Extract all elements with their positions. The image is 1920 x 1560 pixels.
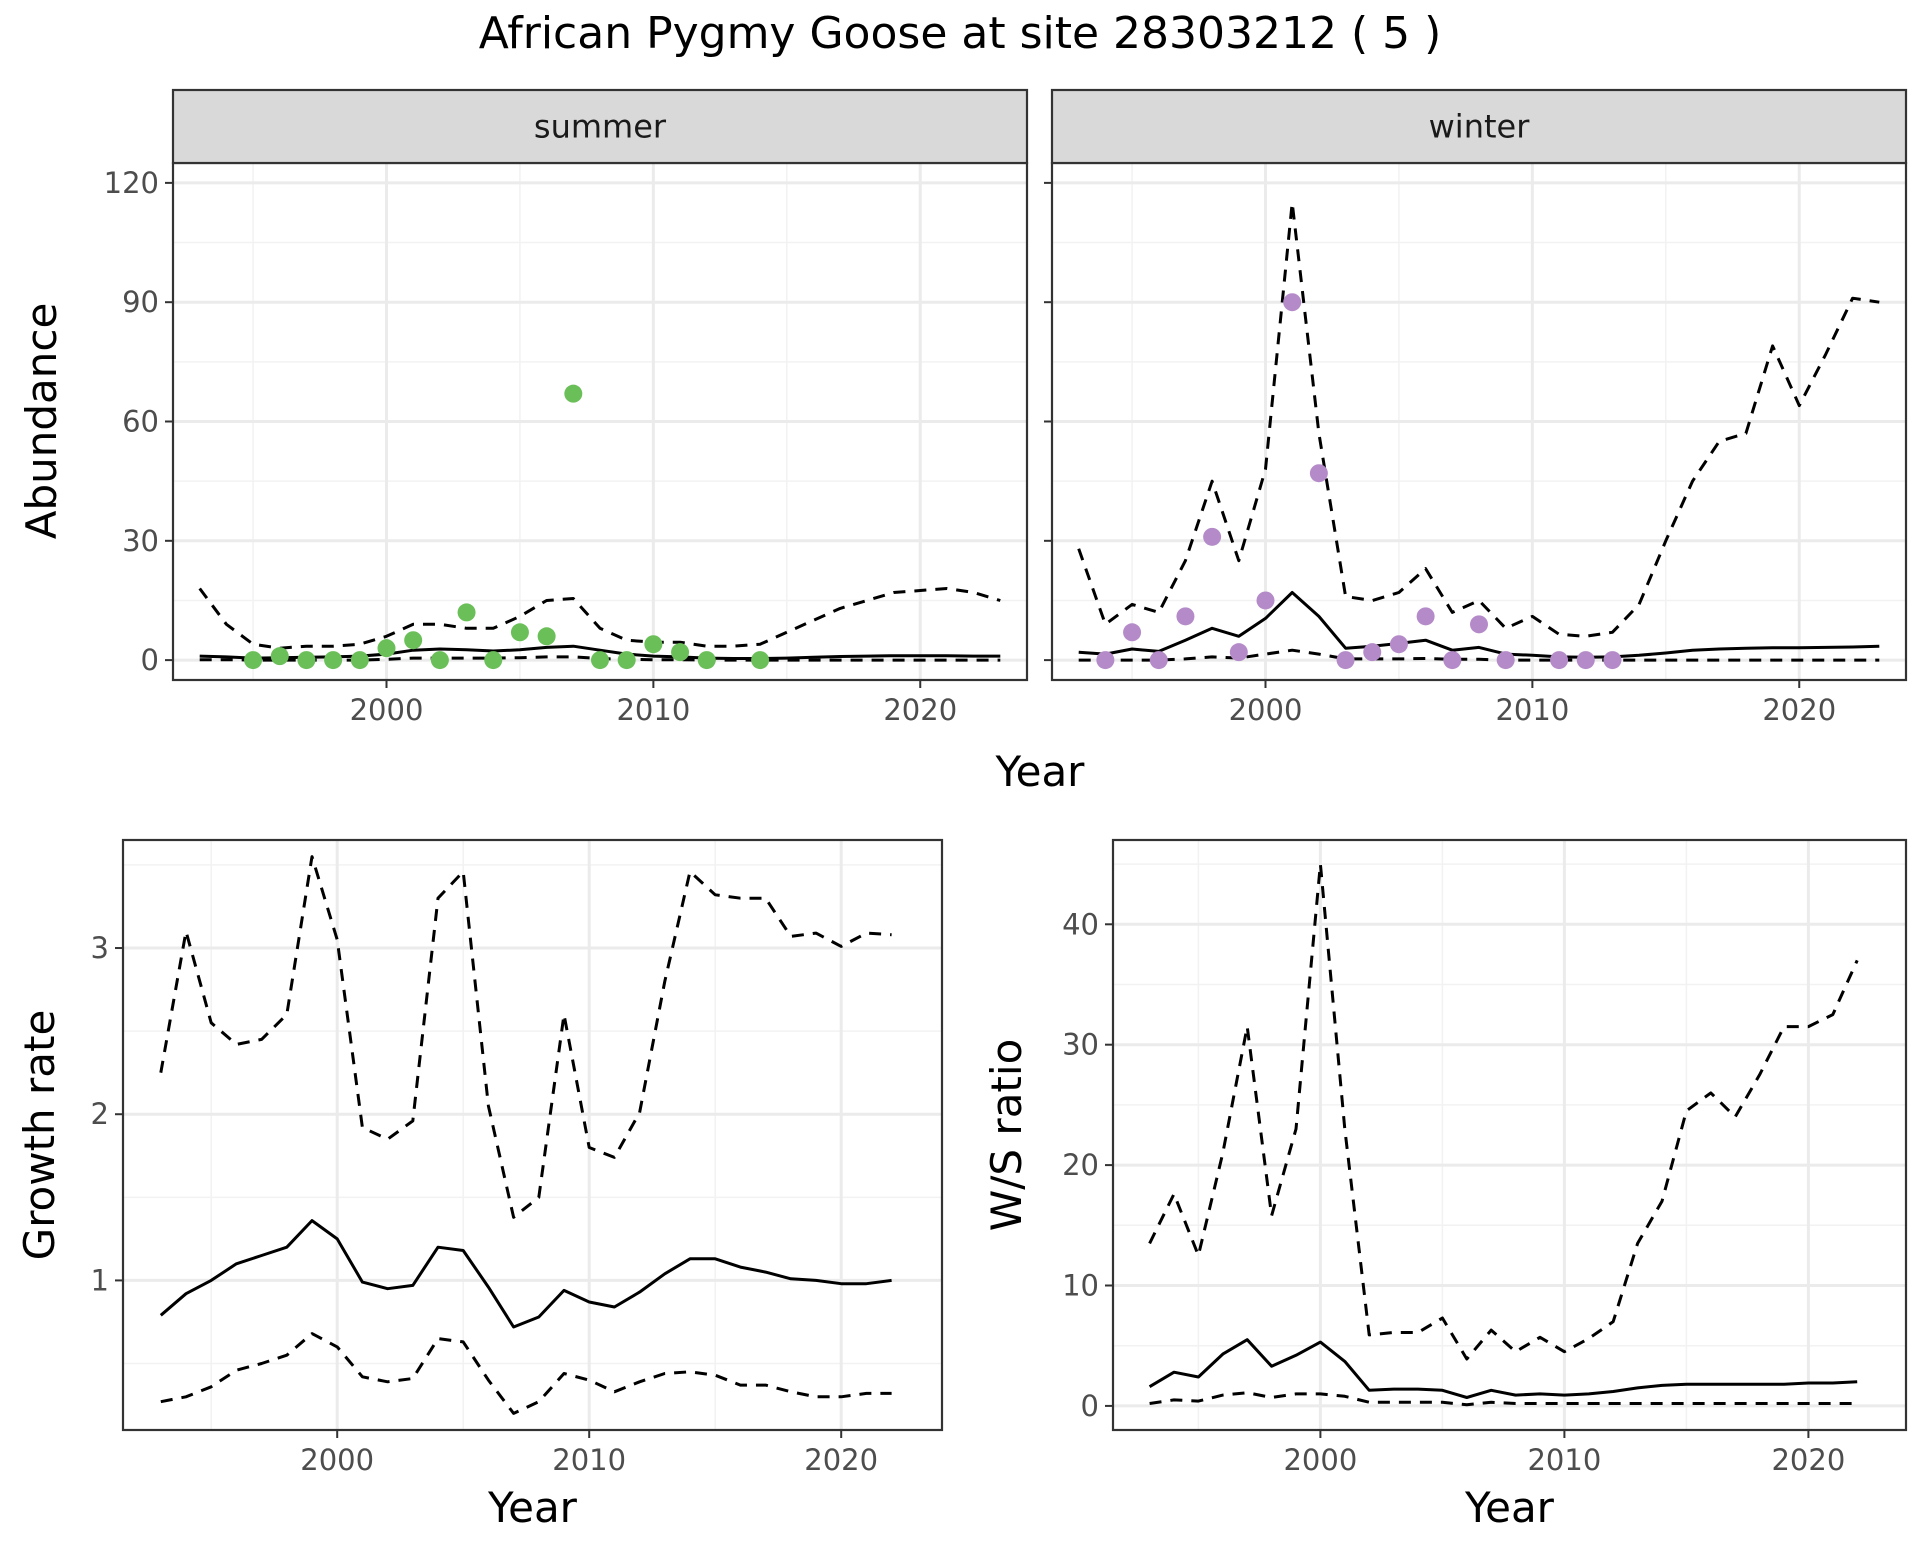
summer-observed-point (564, 384, 583, 403)
summer-observed-point (377, 639, 396, 658)
summer-observed-point (751, 651, 770, 670)
summer-observed-point (591, 651, 609, 670)
summer-strip-label: summer (534, 108, 667, 146)
summer-observed-point (430, 651, 449, 670)
summer-panel: summer 2000 2010 2020 0 30 60 90 120 (104, 88, 1029, 727)
growth-rate-panel: 2000 2010 2020 1 2 3 Year Growth rate (15, 838, 944, 1532)
facet-x-axis-title: Year (995, 747, 1086, 796)
winter-observed-point (1336, 651, 1355, 670)
x-tick-label: 2010 (1527, 1443, 1601, 1477)
figure-title: African Pygmy Goose at site 28303212 ( 5… (479, 8, 1442, 59)
summer-observed-point (404, 631, 423, 650)
winter-observed-point (1603, 651, 1622, 670)
winter-observed-point (1149, 651, 1168, 670)
y-tick-label: 120 (104, 166, 159, 200)
summer-observed-point (244, 651, 263, 670)
winter-observed-point (1176, 607, 1195, 626)
winter-strip (1050, 88, 1908, 165)
ratio-panel-border (1111, 838, 1908, 1432)
growth-x-axis-title: Year (487, 1483, 578, 1532)
summer-observed-point (324, 651, 343, 670)
x-tick-label: 2010 (616, 693, 690, 727)
x-tick-label: 2000 (350, 693, 424, 727)
y-tick-label: 2 (91, 1097, 109, 1131)
summer-observed-point (617, 651, 636, 670)
y-tick-label: 20 (1062, 1148, 1099, 1182)
winter-lower-line (1078, 648, 1880, 662)
y-tick-label: 30 (122, 524, 159, 558)
winter-observed-point (1203, 527, 1222, 546)
summer-observed-point (671, 643, 690, 662)
growth-lower-line (160, 1332, 892, 1415)
winter-observed-point (1283, 293, 1302, 312)
y-tick-label: 30 (1062, 1028, 1099, 1062)
summer-observed-point (644, 635, 663, 654)
summer-y-axis-title: Abundance (17, 303, 66, 540)
winter-strip-label: winter (1429, 108, 1531, 146)
winter-observed-point (1443, 651, 1462, 670)
y-tick-label: 1 (91, 1263, 109, 1297)
winter-observed-point (1363, 643, 1382, 662)
winter-observed-point (1576, 651, 1595, 670)
growth-plot-area (123, 840, 942, 1430)
ratio-estimate-line (1148, 1338, 1858, 1399)
ratio-upper-line (1148, 862, 1859, 1361)
ratio-plot-area (1113, 840, 1906, 1430)
winter-panel: winter 2000 2010 2020 (1044, 88, 1908, 727)
summer-observed-point (537, 627, 556, 646)
summer-observed-point (350, 651, 369, 670)
growth-panel-border (121, 838, 944, 1432)
summer-observed-point (484, 651, 503, 670)
growth-upper-line (159, 855, 892, 1219)
winter-observed-point (1550, 651, 1569, 670)
x-tick-label: 2020 (883, 693, 957, 727)
winter-observed-point (1229, 643, 1248, 662)
ratio-x-axis-title: Year (1464, 1483, 1555, 1532)
summer-observed-point (297, 651, 316, 670)
summer-observed-point (697, 651, 716, 670)
summer-observed-point (510, 623, 529, 642)
y-tick-label: 0 (141, 643, 159, 677)
y-tick-label: 10 (1062, 1269, 1099, 1303)
winter-observed-point (1416, 607, 1435, 626)
x-tick-label: 2020 (804, 1443, 878, 1477)
x-tick-label: 2000 (1229, 693, 1303, 727)
x-tick-label: 2010 (552, 1443, 626, 1477)
x-tick-label: 2020 (1771, 1443, 1845, 1477)
winter-observed-point (1389, 635, 1408, 654)
y-tick-label: 60 (122, 405, 159, 439)
ws-ratio-panel: 2000 2010 2020 0 10 20 30 40 Year W/S ratio (982, 838, 1908, 1532)
summer-strip (171, 88, 1029, 165)
x-tick-label: 2000 (300, 1443, 374, 1477)
y-tick-label: 3 (91, 931, 109, 965)
winter-observed-point (1123, 623, 1142, 642)
winter-observed-point (1309, 464, 1328, 483)
y-tick-label: 90 (122, 285, 159, 319)
summer-upper-line (198, 587, 1001, 650)
x-tick-label: 2000 (1283, 1443, 1357, 1477)
y-tick-label: 0 (1081, 1389, 1099, 1423)
winter-observed-point (1496, 651, 1515, 670)
summer-observed-point (270, 647, 289, 666)
summer-observed-point (457, 603, 476, 622)
growth-estimate-line (159, 1219, 892, 1329)
growth-y-axis-title: Growth rate (15, 1010, 64, 1261)
ratio-y-axis-title: W/S ratio (982, 1039, 1031, 1232)
winter-upper-line (1077, 201, 1880, 638)
winter-observed-point (1470, 615, 1488, 634)
winter-observed-point (1256, 591, 1275, 610)
ratio-lower-line (1149, 1391, 1858, 1407)
y-tick-label: 40 (1062, 907, 1099, 941)
x-tick-label: 2010 (1495, 693, 1569, 727)
winter-observed-point (1096, 651, 1115, 670)
x-tick-label: 2020 (1762, 693, 1836, 727)
winter-estimate-line (1078, 591, 1880, 659)
